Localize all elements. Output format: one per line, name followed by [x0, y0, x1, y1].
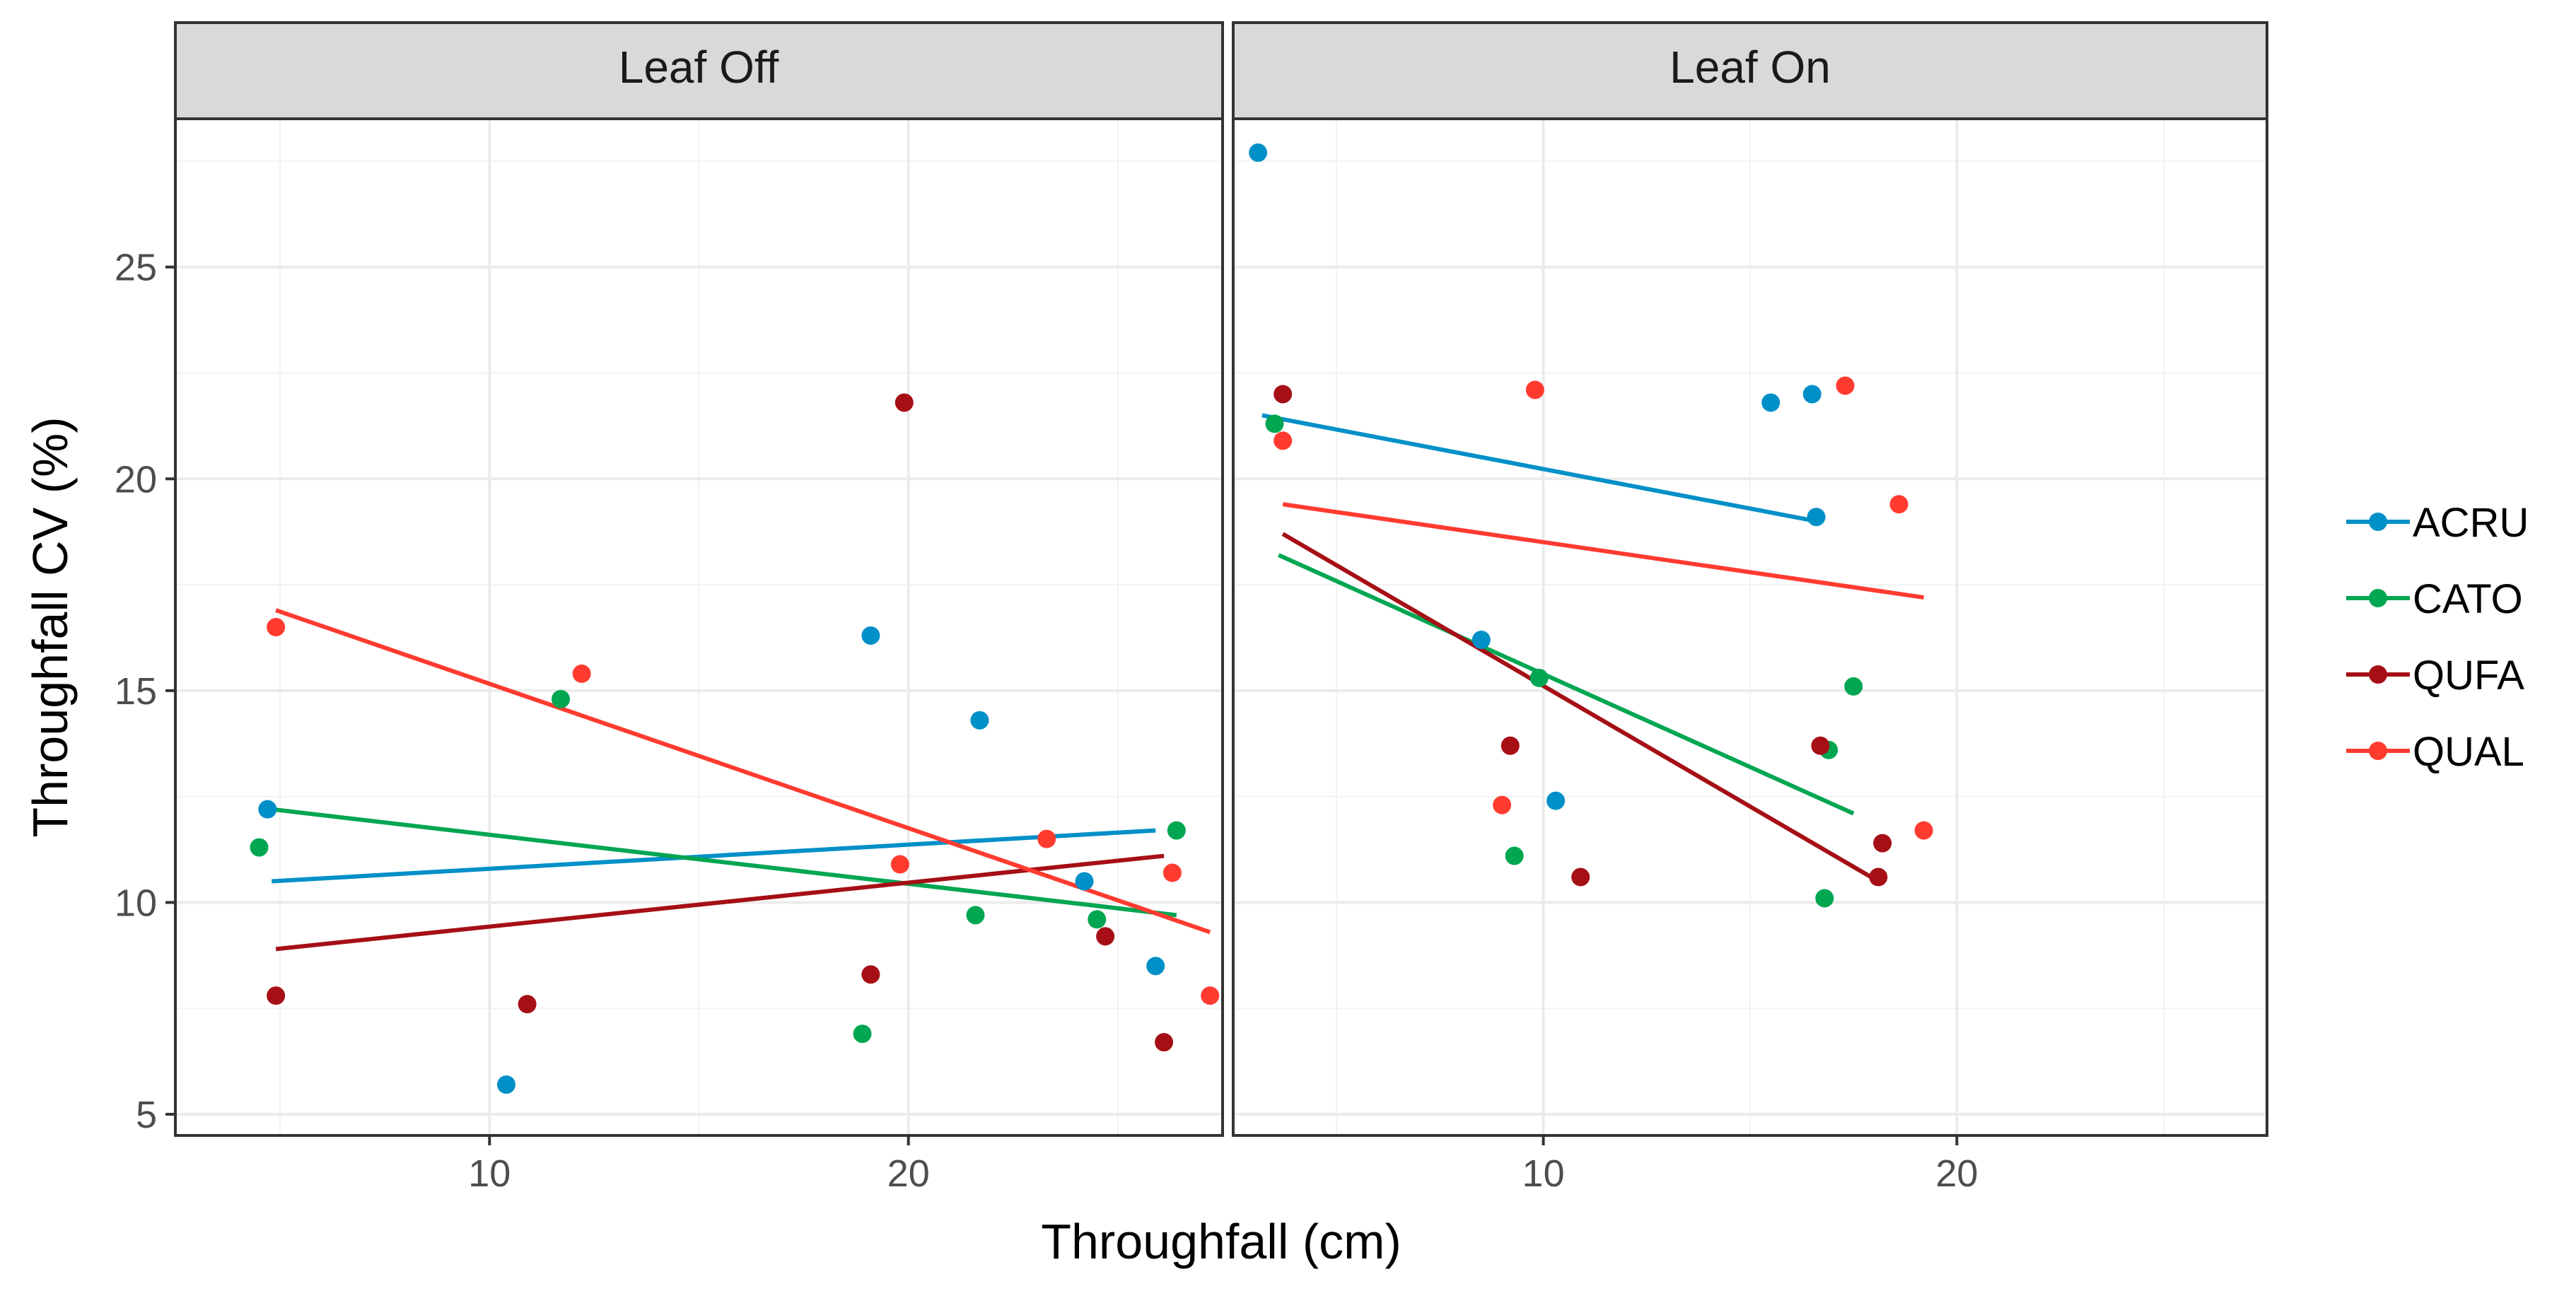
- point-qufa-leaf-on-5: [1869, 867, 1888, 887]
- fit-line-cato-leaf-off: [271, 807, 1177, 918]
- x-axis-leaf-on: 10 20: [1522, 1135, 1978, 1195]
- point-cato-leaf-on-2: [1505, 846, 1524, 865]
- point-qufa-leaf-on-1: [1274, 385, 1293, 404]
- point-acru-leaf-on-6: [1807, 508, 1826, 527]
- point-acru-leaf-off-3: [861, 626, 880, 645]
- point-qual-leaf-off-4: [1037, 829, 1056, 848]
- strip-background-leaf-on: [1232, 21, 2268, 120]
- point-cato-leaf-on-4: [1815, 889, 1834, 908]
- x-tick-label-leaf-off: 20: [887, 1152, 930, 1195]
- point-qufa-leaf-on-3: [1571, 867, 1590, 887]
- point-qual-leaf-on-2: [1493, 795, 1512, 814]
- x-tick-label-leaf-off: 10: [468, 1152, 511, 1195]
- point-qufa-leaf-on-6: [1873, 834, 1892, 853]
- point-qual-leaf-on-4: [1836, 376, 1855, 395]
- fit-line-qufa-leaf-off: [275, 853, 1165, 952]
- panel-leaf-off: Leaf Off: [174, 21, 1224, 1137]
- point-acru-leaf-off-2: [496, 1075, 515, 1094]
- point-qufa-leaf-off-3: [861, 965, 880, 984]
- x-axis-title: Throughfall (cm): [1041, 1214, 1401, 1269]
- strip-background-leaf-off: [174, 21, 1224, 120]
- point-qual-leaf-on-6: [1914, 821, 1933, 840]
- legend-key-point-acru: [2369, 513, 2387, 531]
- fit-line-qufa-leaf-on: [1281, 532, 1879, 884]
- point-qual-leaf-off-6: [1201, 986, 1220, 1005]
- y-tick-label: 10: [115, 882, 157, 924]
- point-acru-leaf-on-3: [1546, 791, 1566, 810]
- point-acru-leaf-on-1: [1249, 143, 1268, 162]
- point-qufa-leaf-off-5: [1096, 927, 1115, 946]
- legend-key-point-cato: [2369, 589, 2387, 607]
- point-cato-leaf-off-3: [853, 1024, 872, 1044]
- point-qufa-leaf-on-4: [1811, 736, 1830, 755]
- point-cato-leaf-on-1: [1265, 414, 1284, 433]
- legend-key-point-qufa: [2369, 665, 2387, 684]
- legend-label-qufa: QUFA: [2413, 653, 2524, 699]
- grid-leaf-on: [1233, 119, 2267, 1135]
- point-cato-leaf-off-2: [552, 689, 571, 708]
- point-qufa-leaf-off-2: [518, 995, 537, 1014]
- legend-label-qual: QUAL: [2413, 729, 2524, 775]
- points-leaf-off: [250, 393, 1220, 1094]
- point-qual-leaf-off-5: [1162, 863, 1182, 882]
- point-qufa-leaf-on-2: [1500, 736, 1520, 755]
- point-cato-leaf-off-1: [250, 838, 269, 857]
- point-acru-leaf-off-4: [970, 711, 989, 730]
- legend-label-acru: ACRU: [2413, 500, 2529, 546]
- x-tick-label-leaf-on: 10: [1522, 1152, 1565, 1195]
- legend-key-point-qual: [2369, 742, 2387, 760]
- panel-leaf-on: Leaf On: [1232, 21, 2268, 1137]
- fit-line-acru-leaf-off: [272, 828, 1156, 884]
- fit-line-cato-leaf-on: [1278, 553, 1855, 816]
- point-qufa-leaf-off-6: [1155, 1033, 1174, 1052]
- point-qual-leaf-off-2: [572, 664, 591, 683]
- point-qual-leaf-on-1: [1274, 431, 1293, 450]
- x-axis-leaf-off: 10 20: [468, 1135, 930, 1195]
- y-tick-label: 15: [115, 670, 157, 713]
- point-acru-leaf-off-1: [258, 800, 277, 819]
- point-qual-leaf-on-3: [1525, 380, 1544, 399]
- strip-title-leaf-on: Leaf On: [1669, 42, 1831, 93]
- panel-frame-leaf-off: [174, 117, 1224, 1137]
- point-cato-leaf-off-5: [1088, 910, 1107, 929]
- point-cato-leaf-on-3: [1529, 668, 1549, 687]
- points-leaf-on: [1249, 143, 1933, 908]
- legend: ACRU CATO QUFA QUAL: [2346, 500, 2529, 775]
- point-acru-leaf-on-5: [1802, 385, 1822, 404]
- point-qufa-leaf-off-4: [894, 393, 914, 412]
- point-acru-leaf-off-5: [1075, 872, 1094, 891]
- point-qufa-leaf-off-1: [267, 986, 286, 1005]
- point-cato-leaf-off-6: [1167, 821, 1186, 840]
- fit-line-acru-leaf-on: [1261, 413, 1817, 524]
- panel-frame-leaf-on: [1232, 117, 2268, 1137]
- point-cato-leaf-on-6: [1844, 677, 1863, 696]
- point-qual-leaf-off-3: [890, 855, 909, 874]
- grid-leaf-off: [175, 119, 1223, 1135]
- fit-line-qual-leaf-off: [275, 608, 1211, 935]
- point-acru-leaf-off-6: [1146, 957, 1165, 976]
- point-qual-leaf-off-1: [267, 618, 286, 636]
- y-axis: 5 10 15 20 25: [115, 247, 175, 1136]
- x-tick-label-leaf-on: 20: [1935, 1152, 1978, 1195]
- legend-label-cato: CATO: [2413, 576, 2523, 622]
- point-cato-leaf-off-4: [966, 906, 985, 925]
- point-acru-leaf-on-2: [1471, 630, 1491, 649]
- y-tick-label: 5: [136, 1094, 157, 1136]
- fit-lines-leaf-off: [271, 608, 1211, 952]
- y-tick-label: 20: [115, 458, 157, 501]
- y-tick-label: 25: [115, 247, 157, 289]
- y-axis-title: Throughfall CV (%): [23, 416, 78, 837]
- fit-lines-leaf-on: [1261, 413, 1925, 884]
- fit-line-qual-leaf-on: [1282, 502, 1925, 600]
- strip-title-leaf-off: Leaf Off: [619, 42, 779, 93]
- point-acru-leaf-on-4: [1761, 393, 1781, 412]
- point-qual-leaf-on-5: [1889, 495, 1908, 514]
